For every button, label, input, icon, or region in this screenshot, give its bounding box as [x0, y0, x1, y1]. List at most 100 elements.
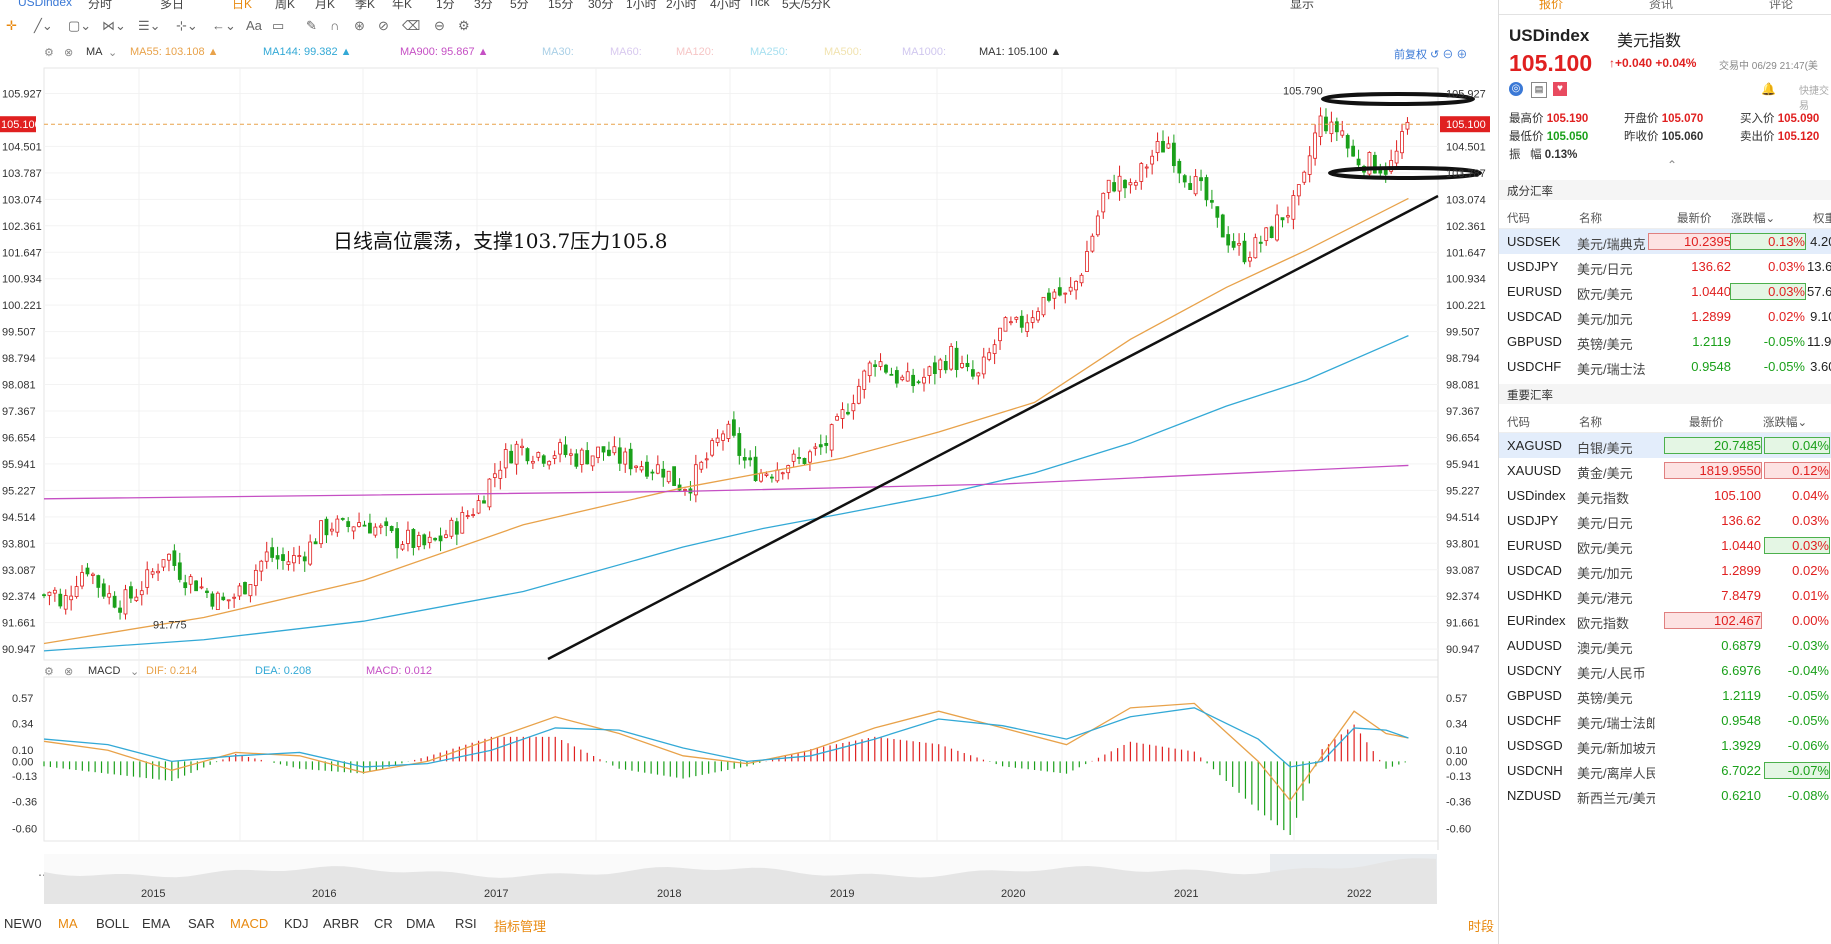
period-2[interactable]: 日K: [232, 0, 253, 10]
chevron-down-icon[interactable]: ⌄: [130, 666, 140, 678]
magnet-icon[interactable]: ∩: [330, 18, 340, 33]
settings-icon[interactable]: ⚙: [458, 18, 470, 33]
indicator-tab-4[interactable]: SAR: [188, 916, 215, 931]
component-row[interactable]: GBPUSD 英镑/美元 1.2119 -0.05%11.90%: [1499, 329, 1831, 354]
major-row[interactable]: USDCNH 美元/离岸人民币 6.7022-0.07%: [1499, 758, 1831, 783]
crosshair-icon[interactable]: ✛: [6, 18, 17, 33]
heart-icon[interactable]: ♥: [1553, 82, 1567, 96]
major-row[interactable]: XAGUSD 白银/美元 20.7485 0.04%: [1499, 433, 1831, 458]
channel-tool-icon[interactable]: ☰⌄: [138, 18, 161, 33]
fib-tool-icon[interactable]: ⋈⌄: [102, 18, 126, 33]
major-row[interactable]: USDSGD 美元/新加坡元 1.3929 -0.06%: [1499, 733, 1831, 758]
line-tool-icon[interactable]: ╱⌄: [34, 18, 53, 33]
show-menu[interactable]: 显示: [1290, 0, 1315, 10]
period-6[interactable]: 年K: [392, 0, 413, 10]
session-button[interactable]: 时段: [1468, 919, 1495, 934]
indicator-tab-8[interactable]: CR: [374, 916, 393, 931]
indicator-tab-11[interactable]: 指标管理: [494, 919, 547, 934]
cell-w: 4.20%: [1810, 234, 1831, 249]
candle-body: [74, 586, 79, 598]
period-16[interactable]: 5天/5分K: [782, 0, 831, 10]
close-icon[interactable]: ⊗: [64, 47, 74, 59]
component-row[interactable]: USDCAD 美元/加元 1.2899 0.02% 9.10%: [1499, 304, 1831, 329]
quick-trade-button[interactable]: 快捷交易: [1799, 86, 1829, 112]
bell-icon[interactable]: 🔔: [1761, 82, 1776, 96]
candle-body: [764, 473, 769, 476]
major-row[interactable]: USDHKD 美元/港元 7.8479 0.01%: [1499, 583, 1831, 608]
component-row[interactable]: USDJPY 美元/日元 136.62 0.03%13.60%: [1499, 254, 1831, 279]
ma-name: MA: [86, 46, 103, 58]
indicator-tab-0[interactable]: NEW0: [4, 916, 42, 931]
period-5[interactable]: 季K: [355, 0, 376, 10]
close-icon[interactable]: ⊗: [64, 666, 74, 678]
shape-tool-icon[interactable]: ▢⌄: [68, 18, 92, 33]
period-7[interactable]: 1分: [436, 0, 455, 10]
candle-body: [775, 469, 780, 482]
globe-icon[interactable]: ◎: [1509, 82, 1523, 96]
period-15[interactable]: Tick: [748, 0, 770, 9]
tab-quote[interactable]: 报价: [1539, 0, 1564, 11]
indicator-tab-7[interactable]: ARBR: [323, 916, 360, 931]
indicator-tab-6[interactable]: KDJ: [284, 916, 309, 931]
major-row[interactable]: EURindex 欧元指数 102.467 0.00%: [1499, 608, 1831, 633]
candle-body: [286, 561, 291, 565]
candle-body: [856, 385, 861, 404]
period-13[interactable]: 2小时: [666, 0, 697, 10]
major-row[interactable]: USDCNY 美元/人民币 6.6976 -0.04%: [1499, 658, 1831, 683]
trash-icon[interactable]: ⌫: [402, 18, 421, 33]
period-0[interactable]: 分时: [88, 0, 113, 10]
tab-review[interactable]: 评论: [1769, 0, 1794, 11]
indicator-tab-1[interactable]: MA: [58, 916, 78, 931]
major-row[interactable]: AUDUSD 澳元/美元 0.6879 -0.03%: [1499, 633, 1831, 658]
link-icon[interactable]: ⊖: [434, 18, 445, 33]
period-14[interactable]: 4小时: [710, 0, 741, 10]
adjust-button[interactable]: 前复权 ↺ ⊖ ⊕: [1394, 49, 1468, 61]
chevron-up-icon[interactable]: ⌃: [1667, 158, 1678, 172]
major-row[interactable]: USDJPY 美元/日元 136.62 0.03%: [1499, 508, 1831, 533]
gear-icon[interactable]: ⚙: [44, 666, 54, 678]
major-row[interactable]: USDCAD 美元/加元 1.2899 0.02%: [1499, 558, 1831, 583]
symbol-tab[interactable]: USDindex: [18, 0, 73, 9]
comment-icon[interactable]: ▭: [272, 18, 285, 33]
chevron-down-icon[interactable]: ⌄: [108, 47, 118, 59]
hide-icon[interactable]: ⊘: [378, 18, 389, 33]
period-4[interactable]: 月K: [315, 0, 336, 10]
major-row[interactable]: NZDUSD 新西兰元/美元 0.6210 -0.08%: [1499, 783, 1831, 808]
major-row[interactable]: XAUUSD 黄金/美元 1819.9550 0.12%: [1499, 458, 1831, 483]
measure-tool-icon[interactable]: ⊹⌄: [176, 18, 198, 33]
period-9[interactable]: 5分: [510, 0, 529, 10]
period-3[interactable]: 周K: [275, 0, 296, 10]
major-row[interactable]: USDCHF 美元/瑞士法郎 0.9548 -0.05%: [1499, 708, 1831, 733]
tab-news[interactable]: 资讯: [1649, 0, 1674, 11]
undo-icon[interactable]: ←⌄: [212, 18, 236, 33]
major-row[interactable]: GBPUSD 英镑/美元 1.2119 -0.05%: [1499, 683, 1831, 708]
major-row[interactable]: USDindex 美元指数 105.100 0.04%: [1499, 483, 1831, 508]
indicator-tab-9[interactable]: DMA: [406, 916, 435, 931]
indicator-tab-10[interactable]: RSI: [455, 916, 477, 931]
candle-body: [612, 446, 617, 454]
candle-body: [416, 535, 421, 547]
period-8[interactable]: 3分: [474, 0, 493, 10]
high-marker: 105.790: [1283, 86, 1323, 98]
pencil-icon[interactable]: ✎: [306, 18, 317, 33]
indicator-tab-2[interactable]: BOLL: [96, 916, 130, 931]
document-icon[interactable]: ▤: [1531, 82, 1547, 98]
period-11[interactable]: 30分: [588, 0, 614, 10]
period-1[interactable]: 多日: [160, 0, 185, 10]
lock-icon[interactable]: ⊛: [354, 18, 365, 33]
indicator-tab-5[interactable]: MACD: [230, 916, 269, 931]
last-price: 105.100: [1509, 50, 1593, 76]
text-tool-icon[interactable]: Aa: [246, 18, 262, 33]
indicator-tab-3[interactable]: EMA: [142, 916, 171, 931]
gear-icon[interactable]: ⚙: [44, 47, 54, 59]
symbol-code: USDindex: [1509, 26, 1590, 45]
period-10[interactable]: 15分: [548, 0, 574, 10]
component-row[interactable]: USDCHF 美元/瑞士法 0.9548 -0.05% 3.60%: [1499, 354, 1831, 379]
price-chart[interactable]: 105.927 105.927 104.501 104.501 103.787 103.7…: [0, 0, 1497, 910]
symbol-name: 美元指数: [1617, 33, 1682, 50]
major-row[interactable]: EURUSD 欧元/美元 1.0440 0.03%: [1499, 533, 1831, 558]
period-12[interactable]: 1小时: [626, 0, 657, 10]
